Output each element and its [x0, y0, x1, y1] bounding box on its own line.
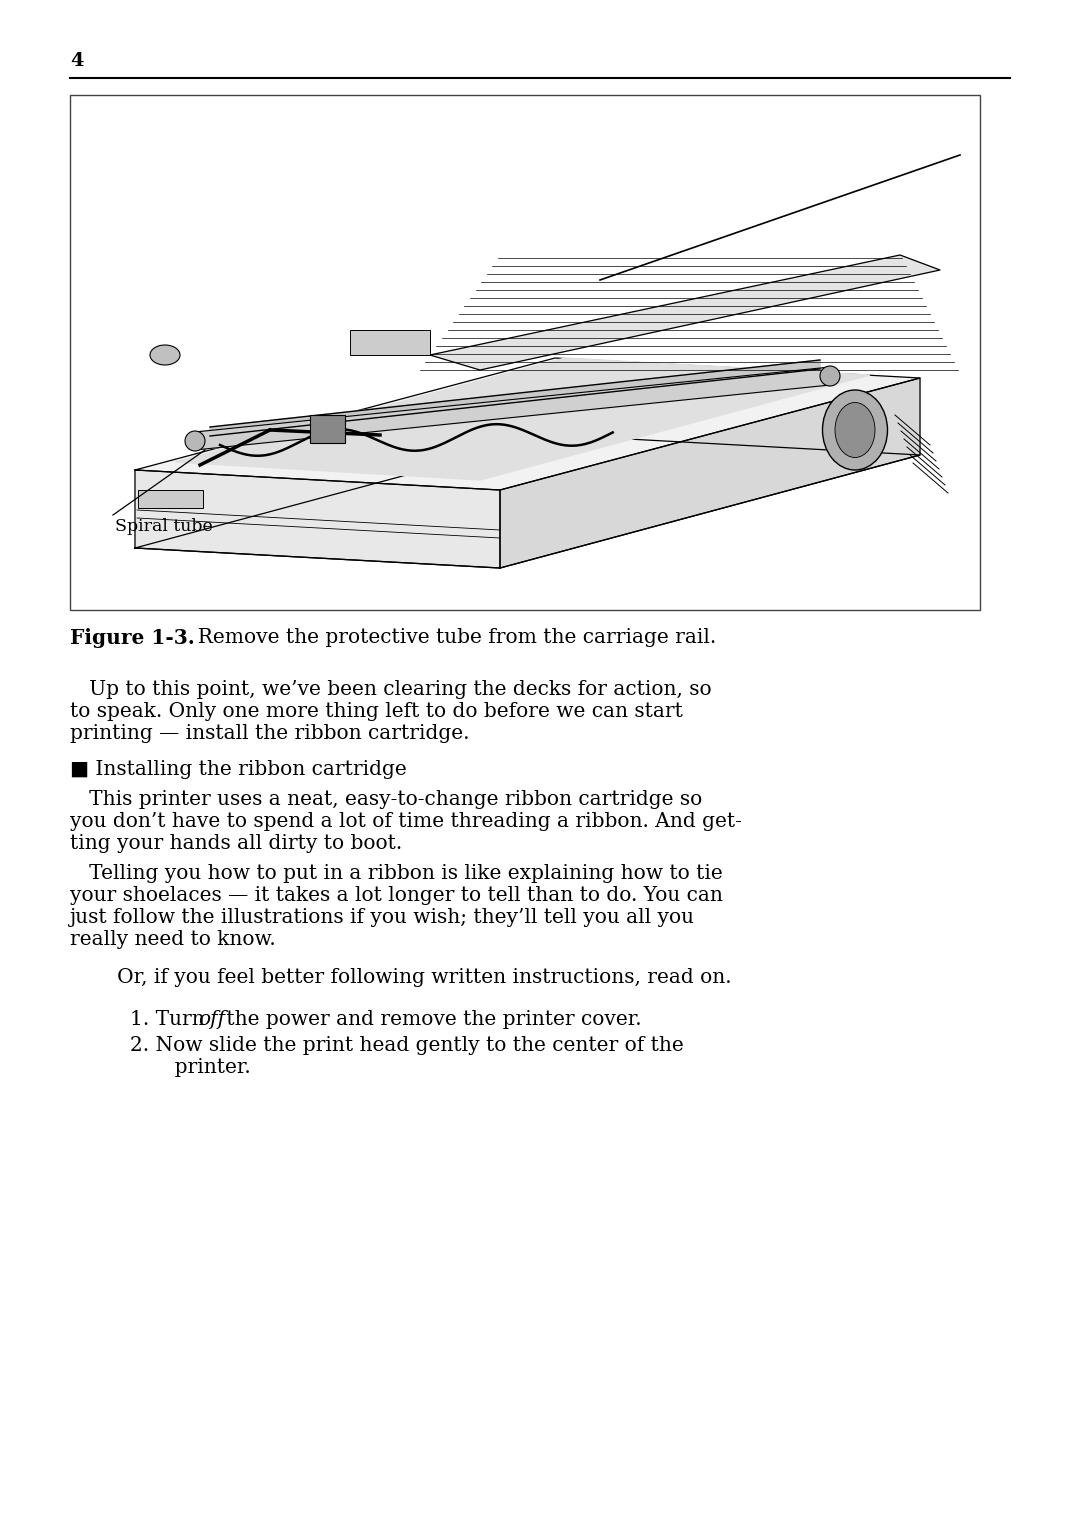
Text: ■ Installing the ribbon cartridge: ■ Installing the ribbon cartridge [70, 760, 407, 779]
Bar [350, 330, 430, 355]
Text: printing — install the ribbon cartridge.: printing — install the ribbon cartridge. [70, 724, 470, 744]
Polygon shape [135, 435, 920, 568]
Text: Spiral tube: Spiral tube [114, 519, 213, 536]
Bar [310, 415, 345, 444]
Polygon shape [135, 358, 920, 490]
Bar [70, 95, 980, 610]
Ellipse shape [835, 402, 875, 457]
Text: 4: 4 [70, 52, 83, 70]
Text: you don’t have to spend a lot of time threading a ribbon. And get-: you don’t have to spend a lot of time th… [70, 812, 742, 831]
Text: off: off [198, 1010, 225, 1030]
Ellipse shape [820, 366, 840, 386]
Polygon shape [195, 367, 831, 450]
Text: Up to this point, we’ve been clearing the decks for action, so: Up to this point, we’ve been clearing th… [70, 679, 712, 699]
Bar [138, 490, 203, 508]
Polygon shape [500, 378, 920, 568]
Text: your shoelaces — it takes a lot longer to tell than to do. You can: your shoelaces — it takes a lot longer t… [70, 886, 723, 906]
Text: ting your hands all dirty to boot.: ting your hands all dirty to boot. [70, 834, 402, 854]
Text: just follow the illustrations if you wish; they’ll tell you all you: just follow the illustrations if you wis… [70, 907, 696, 927]
Ellipse shape [823, 390, 888, 470]
Text: Or, if you feel better following written instructions, read on.: Or, if you feel better following written… [98, 968, 731, 987]
Polygon shape [175, 358, 870, 480]
Ellipse shape [150, 344, 180, 366]
Text: to speak. Only one more thing left to do before we can start: to speak. Only one more thing left to do… [70, 702, 683, 721]
Text: really need to know.: really need to know. [70, 930, 275, 949]
Polygon shape [430, 256, 940, 370]
Polygon shape [135, 470, 500, 568]
Text: 1. Turn: 1. Turn [130, 1010, 211, 1030]
Text: Remove the protective tube from the carriage rail.: Remove the protective tube from the carr… [185, 627, 716, 647]
Text: This printer uses a neat, easy-to-change ribbon cartridge so: This printer uses a neat, easy-to-change… [70, 789, 702, 809]
Polygon shape [210, 360, 820, 436]
Text: Telling you how to put in a ribbon is like explaining how to tie: Telling you how to put in a ribbon is li… [70, 864, 723, 883]
Text: 2. Now slide the print head gently to the center of the: 2. Now slide the print head gently to th… [130, 1036, 684, 1056]
Text: printer.: printer. [130, 1059, 251, 1077]
Ellipse shape [185, 431, 205, 451]
Text: Figure 1-3.: Figure 1-3. [70, 627, 194, 649]
Text: the power and remove the printer cover.: the power and remove the printer cover. [220, 1010, 642, 1030]
